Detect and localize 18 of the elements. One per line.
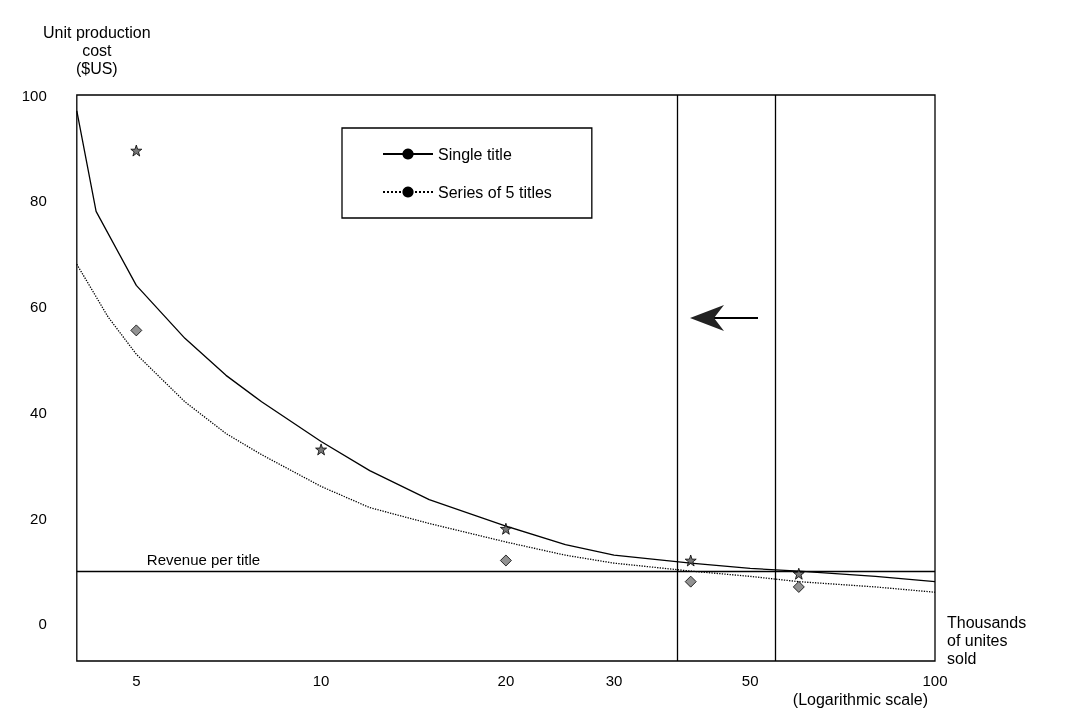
x-tick-label: 5 bbox=[132, 672, 141, 689]
y-tick-label: 20 bbox=[30, 509, 47, 527]
y-axis-title: Unit production cost ($US) bbox=[43, 23, 151, 77]
x-tick-label: 50 bbox=[741, 672, 759, 689]
y-tick-label: 80 bbox=[30, 192, 47, 210]
y-tick-label: 100 bbox=[21, 86, 47, 104]
text: (Logarithmic scale) bbox=[792, 690, 928, 708]
x-axis-title: Thousands of unites sold bbox=[947, 614, 1027, 668]
legend-label: Single title bbox=[438, 145, 512, 163]
y-tick-label: 40 bbox=[30, 403, 47, 421]
y-tick-label: 0 bbox=[38, 615, 47, 633]
legend-label: Series of 5 titles bbox=[438, 183, 552, 201]
x-tick-label: 30 bbox=[605, 672, 623, 689]
ref-line-label: Revenue per title bbox=[146, 551, 261, 569]
y-tick-label: 60 bbox=[30, 298, 47, 316]
x-tick-label: 10 bbox=[312, 672, 330, 689]
x-tick-label: 20 bbox=[497, 672, 515, 689]
x-tick-label: 100 bbox=[922, 672, 948, 689]
